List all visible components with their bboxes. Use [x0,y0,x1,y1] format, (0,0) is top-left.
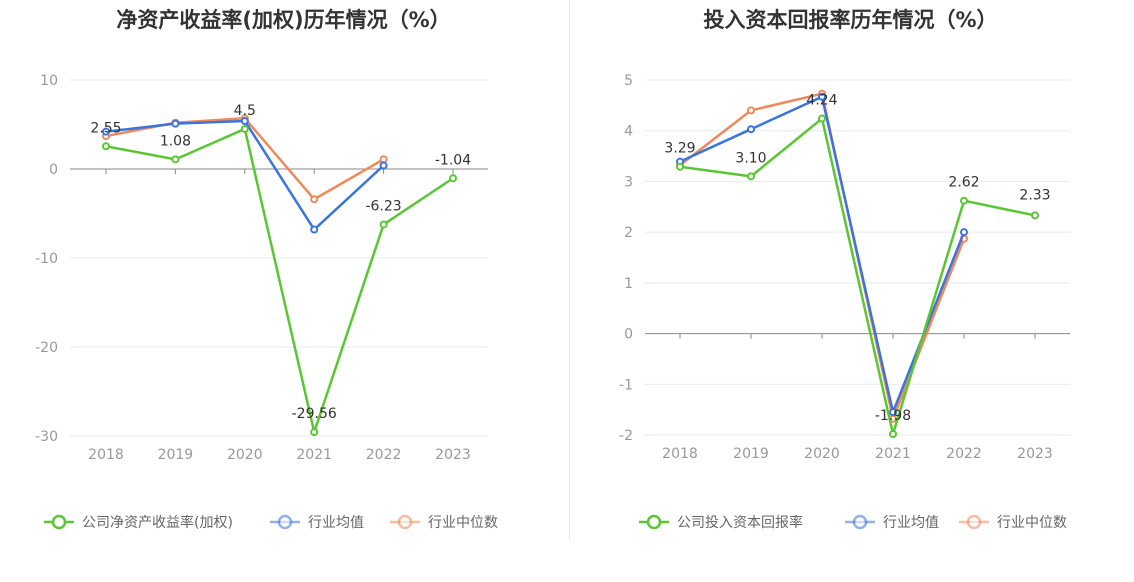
roe-series-avg-line [105,119,385,231]
roic-data-label: 2.33 [1019,187,1050,203]
roe-data-label: 1.08 [160,133,191,149]
roic-legend-swatch-marker [966,514,982,530]
roe-legend-swatch-marker [277,514,293,530]
roe-series-company-line [105,127,454,434]
roic-chart-title: 投入资本回报率历年情况（%） [703,8,998,32]
roic-data-label: 2.62 [948,175,979,191]
roic-x-tick-label: 2018 [662,446,698,462]
roe-y-tick-label: -30 [35,429,58,445]
roe-chart: 10 0 -10 -20 -30 2018 2019 2020 2021 2022 2023 2.55… [35,73,498,531]
roic-series-company-point [818,114,826,123]
roic-y-tick-label: 2 [624,225,633,241]
roic-x-tick-label: 2023 [1017,446,1053,462]
roic-series-avg-point [818,92,826,101]
roe-x-tick-label: 2019 [158,447,194,463]
roe-series-company-point [379,220,388,229]
roic-y-tick-label: 5 [624,73,633,89]
roe-chart-panel: 净资产收益率(加权)历年情况（%） 10 0 -10 -20 -30 2018 2019 20… [35,8,498,531]
roic-legend-item-avg: 行业均值 [845,514,939,531]
roe-legend-swatch-marker [397,514,413,530]
roic-series-company-point [747,172,755,181]
roe-x-tick-label: 2020 [227,447,263,463]
roic-y-tick-label: -1 [619,377,633,393]
roic-y-tick-label: 0 [624,327,633,343]
roic-legend-item-company: 公司投入资本回报率 [639,514,803,531]
roic-data-label: 3.10 [735,150,766,166]
roic-x-tick-label: 2019 [733,446,769,462]
roe-data-label: 2.55 [90,120,121,136]
roic-legend-label: 公司投入资本回报率 [677,514,803,531]
roic-data-label: 4.24 [806,93,837,109]
roic-legend-swatch-marker [646,514,662,530]
roe-series-company-point [102,142,110,151]
roic-series-avg-point [960,228,968,237]
roe-legend-label: 行业中位数 [428,515,498,531]
roe-series-avg-point [310,225,319,234]
roic-legend-item-median: 行业中位数 [959,514,1067,531]
roic-y-tick-label: 1 [624,276,633,292]
roe-series-median-point [310,195,319,204]
roic-series-company-point [676,162,684,171]
roic-series-avg-point [889,408,897,417]
roe-legend-item-median: 行业中位数 [390,514,498,531]
roe-y-tick-label: 10 [40,73,58,89]
roe-series-company-point [310,428,319,437]
roic-data-label: -1.98 [875,408,911,424]
roe-y-tick-label: 0 [49,162,58,178]
panel-divider [569,0,570,540]
roe-legend-label: 公司净资产收益率(加权) [82,514,233,531]
roic-series-median-point [747,106,755,115]
roe-series-company-point [449,174,457,183]
roic-chart: 5 4 3 2 1 0 -1 -2 2018 2019 2020 2021 2022 2023 3.29 3.… [619,73,1070,531]
roic-x-tick-label: 2022 [946,446,982,462]
roe-data-label: -6.23 [365,198,401,214]
roe-series-avg-point [102,127,110,136]
roic-legend-label: 行业中位数 [997,515,1067,531]
roic-legend-swatch-marker [852,514,868,530]
roe-series-avg-point [379,161,388,170]
roe-x-tick-label: 2018 [88,447,124,463]
roe-legend-swatch-marker [51,514,67,530]
roe-data-label: -1.04 [435,152,471,168]
roe-legend-item-company: 公司净资产收益率(加权) [44,514,233,531]
roic-x-tick-label: 2021 [875,446,911,462]
roe-series-avg-point [240,116,249,125]
roe-legend-item-avg: 行业均值 [270,514,364,531]
roe-series-median-point [379,155,388,164]
roic-y-tick-label: -2 [619,428,633,444]
roe-x-tick-label: 2022 [366,447,402,463]
roic-y-tick-label: 4 [624,124,633,140]
roe-data-label: -29.56 [292,406,337,422]
roe-chart-title: 净资产收益率(加权)历年情况（%） [116,8,451,32]
roic-series-company-point [960,196,968,205]
roe-series-company-point [240,124,249,133]
roic-series-company-point [1031,211,1039,220]
roe-series-company-point [171,155,180,164]
roic-x-tick-label: 2020 [804,446,840,462]
roic-y-tick-label: 3 [624,174,633,190]
roic-series-avg-line [679,95,966,414]
roe-data-label: 4.5 [234,103,256,119]
roe-x-tick-label: 2021 [296,447,332,463]
roic-legend-label: 行业均值 [883,515,939,531]
roic-series-avg-point [747,125,755,134]
roic-chart-panel: 投入资本回报率历年情况（%） 5 4 3 2 1 0 -1 -2 2018 2019 2020 202… [567,0,1134,582]
roe-x-tick-label: 2023 [435,447,471,463]
roe-y-tick-label: -20 [35,340,58,356]
roic-series-company-line [679,117,1036,436]
roe-legend-label: 行业均值 [308,515,364,531]
roic-data-label: 3.29 [664,141,695,157]
roe-series-avg-point [171,119,180,128]
roic-series-company-point [889,429,897,438]
roe-y-tick-label: -10 [35,251,58,267]
